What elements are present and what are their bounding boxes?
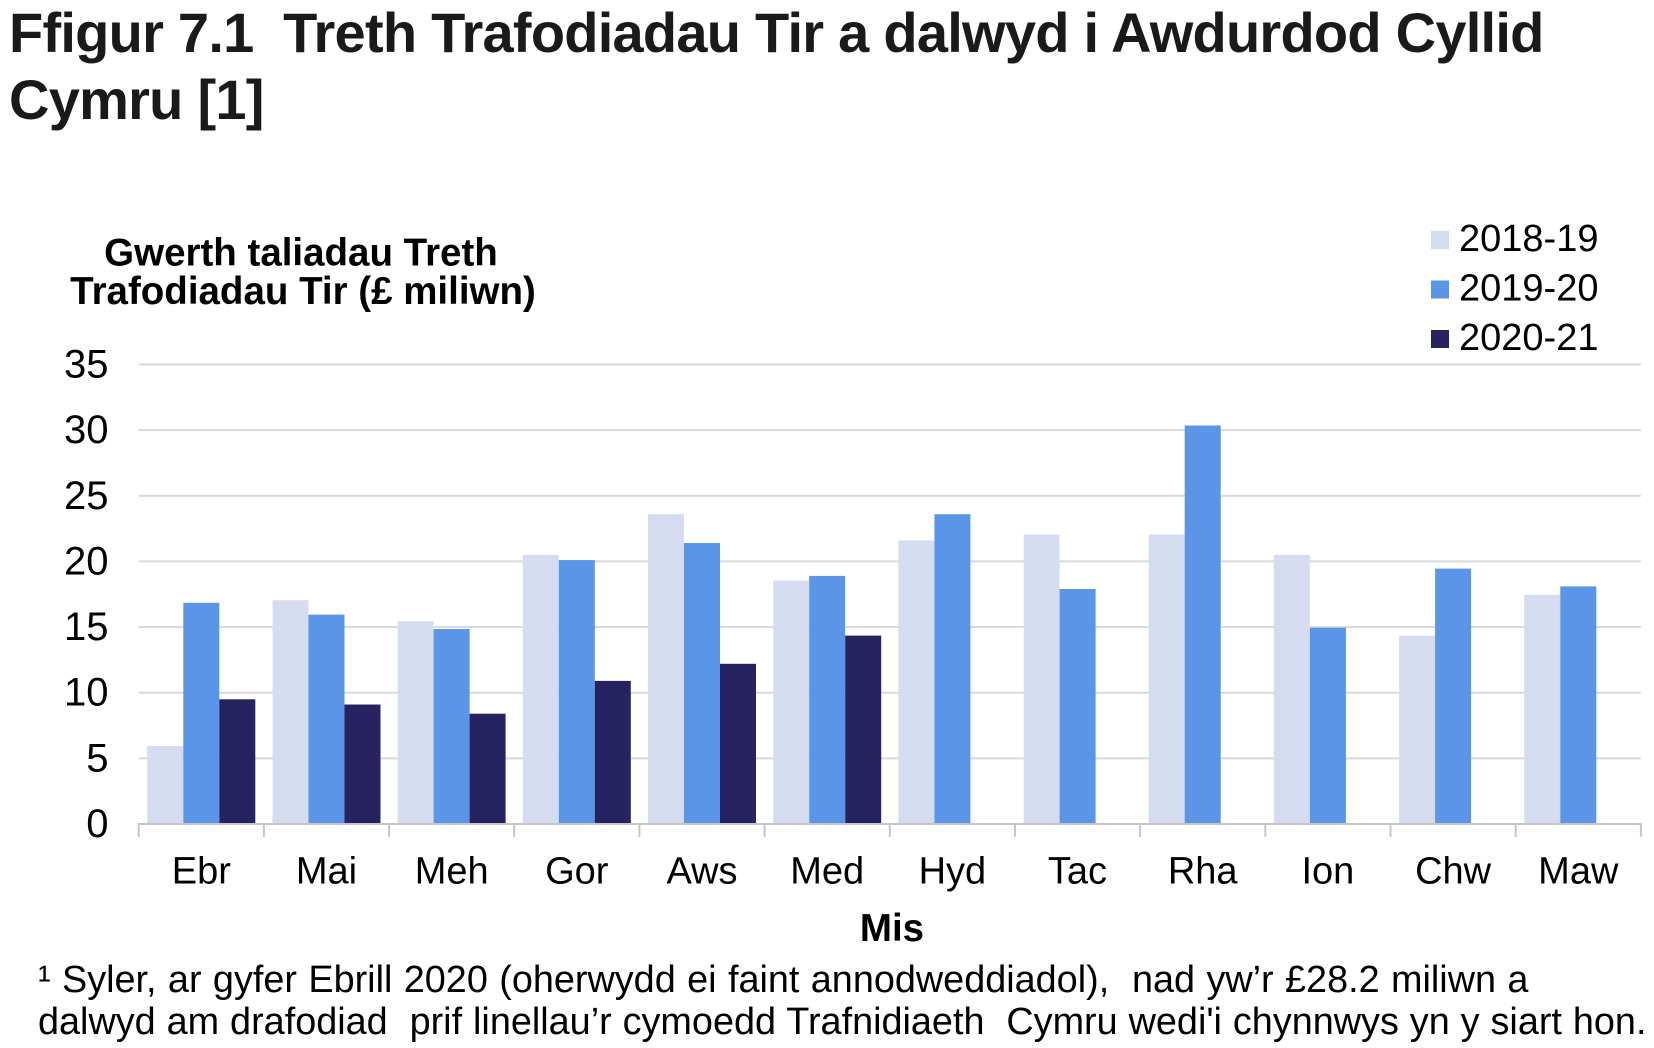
svg-text:Rha: Rha xyxy=(1168,850,1239,892)
svg-text:Ebr: Ebr xyxy=(172,850,231,892)
svg-text:Tac: Tac xyxy=(1048,850,1107,892)
svg-text:Chw: Chw xyxy=(1415,850,1492,892)
svg-text:0: 0 xyxy=(86,802,108,846)
svg-text:2019-20: 2019-20 xyxy=(1459,268,1598,310)
svg-text:Maw: Maw xyxy=(1538,850,1619,892)
svg-text:15: 15 xyxy=(64,605,109,649)
svg-text:5: 5 xyxy=(86,736,108,780)
svg-text:Gor: Gor xyxy=(545,850,609,892)
svg-text:35: 35 xyxy=(64,343,109,387)
svg-text:Mai: Mai xyxy=(296,850,357,892)
svg-text:Mis: Mis xyxy=(860,907,924,950)
svg-text:2018-19: 2018-19 xyxy=(1459,218,1598,260)
svg-text:10: 10 xyxy=(64,671,109,715)
svg-text:Ion: Ion xyxy=(1301,850,1354,892)
svg-text:Meh: Meh xyxy=(415,850,489,892)
svg-text:Hyd: Hyd xyxy=(919,850,987,892)
svg-text:30: 30 xyxy=(64,408,109,452)
svg-text:Aws: Aws xyxy=(666,850,737,892)
svg-text:Gwerth taliadau Treth: Gwerth taliadau Treth xyxy=(104,232,498,275)
svg-text:25: 25 xyxy=(64,474,109,518)
svg-text:20: 20 xyxy=(64,539,109,583)
svg-text:Med: Med xyxy=(790,850,864,892)
svg-text:2020-21: 2020-21 xyxy=(1459,317,1598,359)
svg-text:Trafodiadau Tir (£ miliwn): Trafodiadau Tir (£ miliwn) xyxy=(70,270,536,313)
